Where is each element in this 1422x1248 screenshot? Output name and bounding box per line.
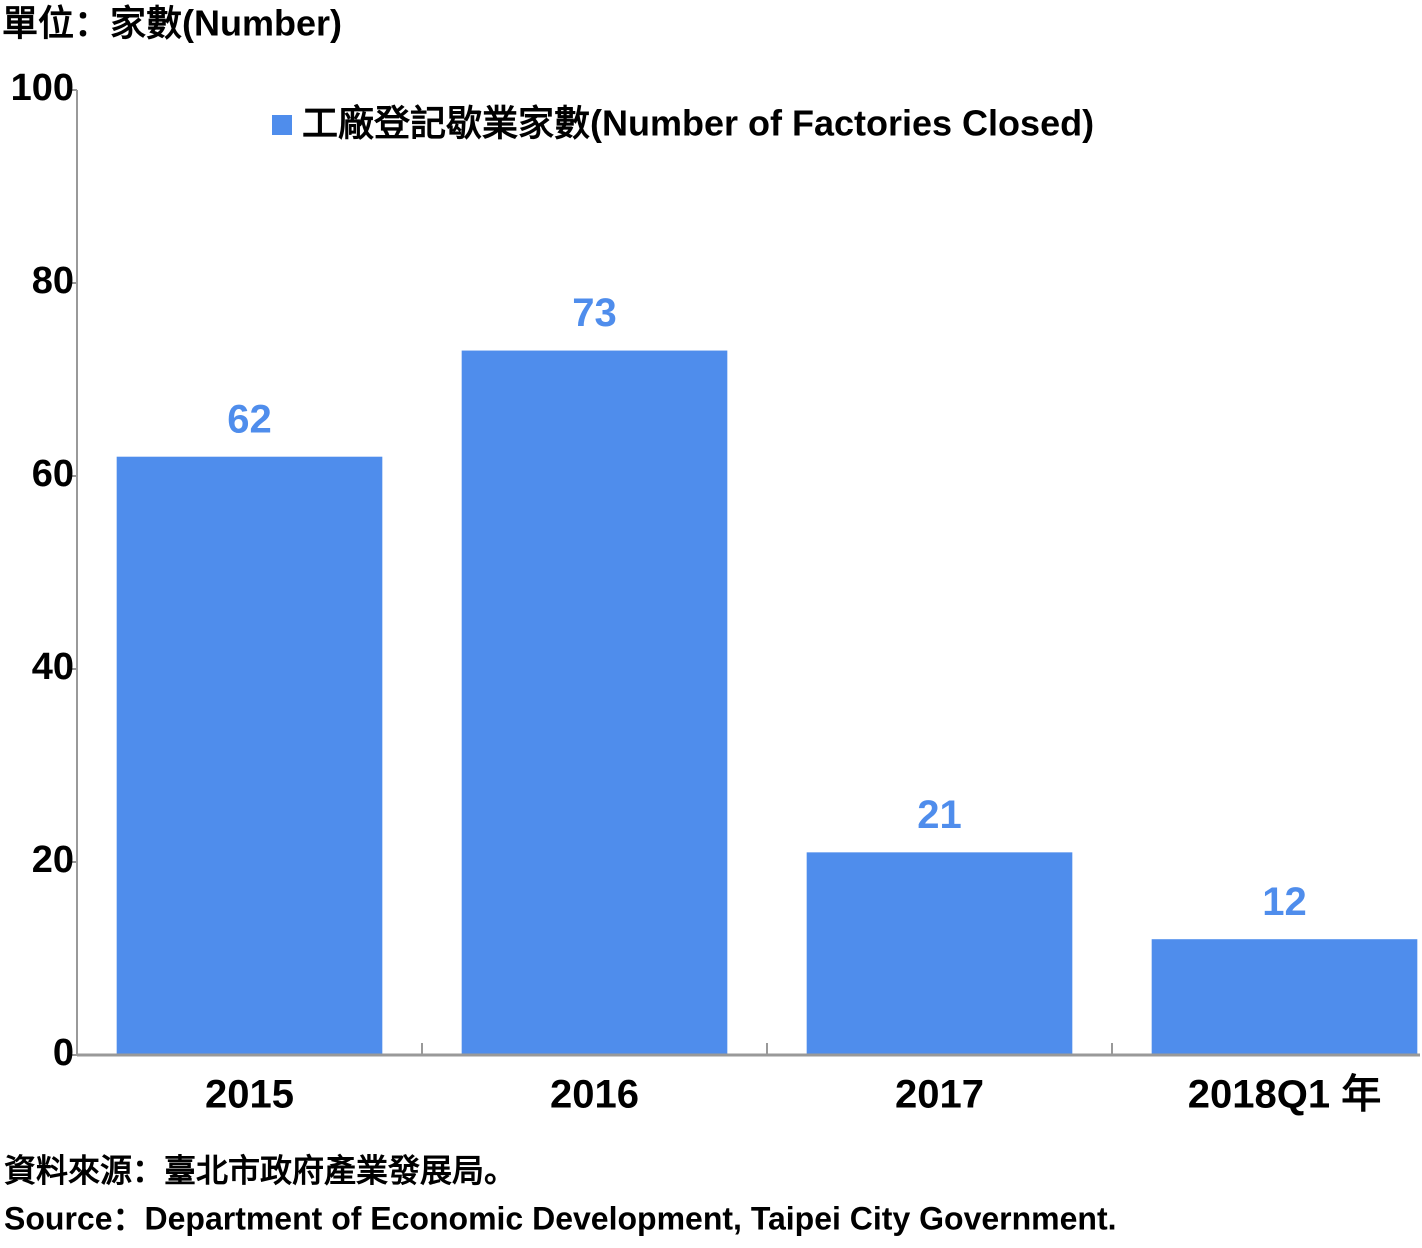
x-tick-label: 2015 — [205, 1073, 294, 1117]
unit-label: 單位：家數(Number) — [2, 3, 342, 44]
legend-label: 工廠登記歇業家數(Number of Factories Closed) — [302, 103, 1094, 144]
x-tick-label: 2016 — [550, 1073, 639, 1117]
value-label: 21 — [917, 793, 962, 837]
y-tick-label: 0 — [53, 1032, 74, 1074]
y-tick-label: 40 — [32, 646, 74, 688]
y-tick-label: 80 — [32, 260, 74, 302]
value-label: 62 — [227, 397, 272, 441]
bar — [461, 350, 728, 1055]
bar — [806, 852, 1073, 1055]
x-tick-label: 2017 — [895, 1073, 984, 1117]
source-line: 資料來源：臺北市政府產業發展局。 — [4, 1152, 516, 1188]
x-tick-label: 2018Q1 年 — [1188, 1073, 1381, 1117]
y-tick-label: 20 — [32, 839, 74, 881]
bar — [116, 456, 383, 1055]
value-label: 73 — [572, 291, 617, 335]
bar — [1151, 939, 1418, 1055]
legend-swatch — [272, 115, 292, 135]
value-label: 12 — [1262, 880, 1307, 924]
y-tick-label: 60 — [32, 453, 74, 495]
source-line: Source：Department of Economic Developmen… — [4, 1200, 1117, 1236]
y-tick-label: 100 — [11, 67, 74, 109]
